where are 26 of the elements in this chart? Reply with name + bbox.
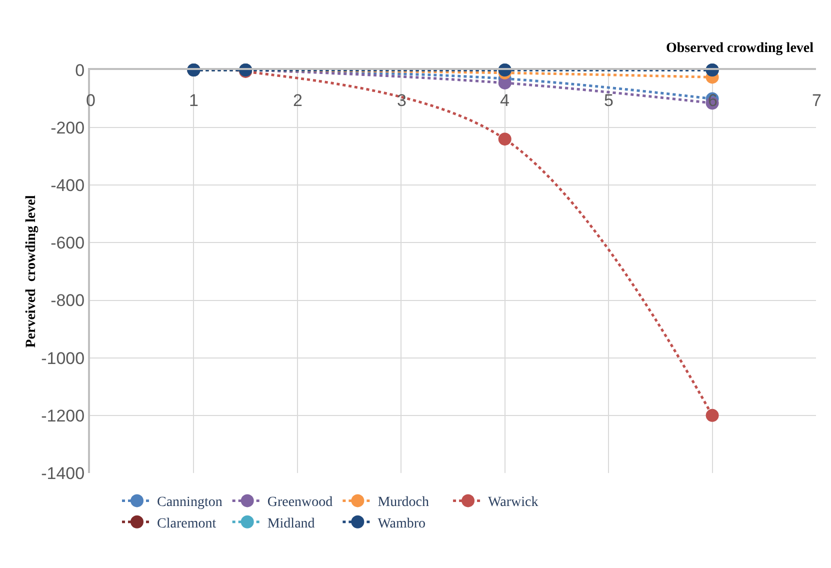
legend-label: Murdoch [378, 495, 430, 510]
x-tick-label: 4 [500, 91, 510, 110]
x-tick-label: 2 [293, 91, 302, 110]
y-tick-label: -400 [50, 176, 85, 196]
x-tick-label: 3 [397, 91, 406, 110]
x-tick-label: 7 [812, 91, 822, 110]
legend-label: Warwick [488, 495, 538, 510]
legend-label: Wambro [378, 516, 426, 532]
x-tick-label: 6 [708, 91, 718, 110]
y-axis-title: Perveived crowding level [24, 195, 40, 348]
legend-label: Greenwood [267, 495, 333, 510]
x-axis-title: Observed crowding level [666, 41, 814, 56]
y-tick-label: -800 [50, 291, 85, 310]
y-tick-label: -1200 [41, 406, 85, 426]
legend-label: Cannington [157, 495, 222, 510]
legend-label: Midland [267, 516, 315, 532]
point [498, 132, 512, 146]
x-tick-label: 5 [604, 91, 614, 110]
x-tick-label: 1 [189, 91, 198, 110]
point [706, 408, 719, 422]
y-tick-label: -200 [50, 118, 85, 138]
y-tick-label: -600 [50, 234, 85, 253]
y-tick-label: 0 [75, 60, 85, 80]
y-tick-label: -1400 [41, 464, 85, 483]
legend-label: Claremont [157, 516, 216, 532]
y-tick-label: -1000 [41, 348, 85, 368]
